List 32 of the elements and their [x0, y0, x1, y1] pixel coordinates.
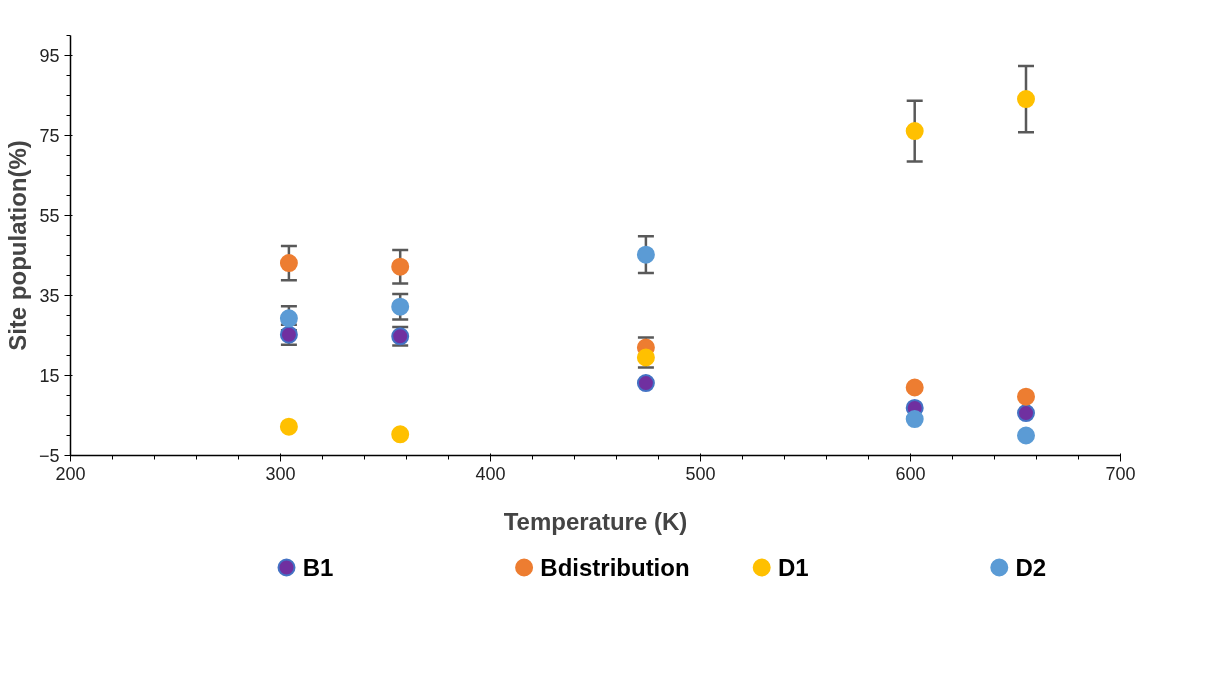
x-tick-label: 500: [685, 463, 716, 484]
x-tick-label: 600: [895, 463, 926, 484]
x-tick-label: 400: [475, 463, 506, 484]
x-tick-label: 700: [1105, 463, 1136, 484]
x-axis-title: Temperature (K): [503, 507, 688, 535]
point: [905, 410, 924, 429]
point: [1017, 90, 1035, 109]
point: [1017, 404, 1035, 423]
x-tick-label: 200: [55, 463, 86, 484]
point: [279, 417, 298, 436]
point: [636, 245, 655, 264]
point: [1017, 387, 1035, 406]
y-tick-label: 35: [39, 286, 60, 306]
y-tick-label: 75: [39, 126, 60, 146]
point: [391, 297, 410, 316]
y-tick-label: 55: [39, 206, 60, 226]
point: [391, 425, 410, 444]
point: [636, 374, 655, 393]
point: [905, 122, 924, 141]
point: [1017, 426, 1035, 445]
point: [279, 254, 298, 273]
legend-label: D2: [1015, 554, 1047, 581]
point: [391, 257, 410, 276]
y-axis-title: Site population(%): [3, 140, 31, 351]
y-tick-label: 15: [39, 366, 60, 386]
x-tick-label: 300: [265, 463, 296, 484]
y-tick-label: −5: [38, 446, 60, 466]
legend-label: D1: [777, 554, 809, 581]
point: [905, 378, 924, 397]
legend-label: Bdistribution: [540, 554, 690, 581]
y-tick-label: 95: [39, 46, 60, 66]
legend-label: B1: [302, 554, 334, 581]
